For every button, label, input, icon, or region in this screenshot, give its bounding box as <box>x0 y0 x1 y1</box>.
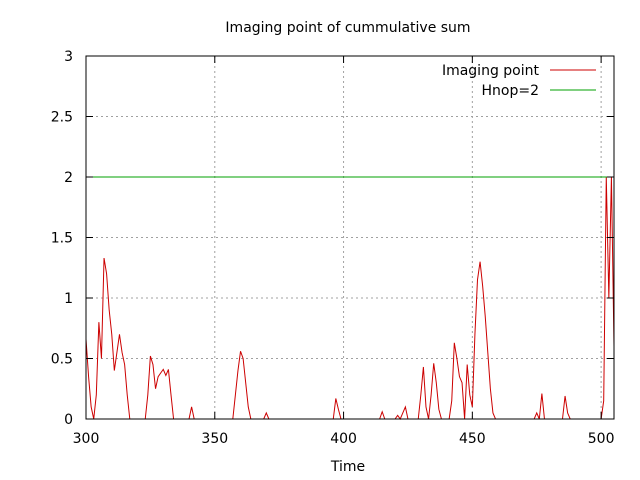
legend: Imaging point Hnop=2 <box>442 63 596 99</box>
y-tick-label: 1 <box>64 291 73 307</box>
series-line-0 <box>85 176 615 421</box>
y-tick-label: 3 <box>64 49 73 65</box>
legend-label-1: Hnop=2 <box>482 83 540 99</box>
y-tick-label: 1.5 <box>51 231 73 247</box>
y-tick-label: 0.5 <box>51 352 73 368</box>
tick-labels: 300 350 400 450 500 0 0.5 1 1.5 2 2.5 3 <box>51 49 615 447</box>
y-tick-label: 2 <box>64 170 73 186</box>
axis-ticks <box>85 55 614 420</box>
legend-label-0: Imaging point <box>442 63 540 79</box>
x-tick-label: 400 <box>330 431 357 447</box>
x-tick-label: 350 <box>201 431 228 447</box>
plot-frame <box>85 55 615 420</box>
x-tick-label: 500 <box>588 431 615 447</box>
grid-lines <box>86 56 614 419</box>
chart-title: Imaging point of cummulative sum <box>225 20 470 36</box>
y-tick-label: 2.5 <box>51 110 73 126</box>
x-tick-label: 450 <box>459 431 486 447</box>
series-layer <box>85 176 615 421</box>
x-tick-label: 300 <box>73 431 100 447</box>
y-tick-label: 0 <box>64 412 73 428</box>
x-axis-label: Time <box>330 459 365 475</box>
